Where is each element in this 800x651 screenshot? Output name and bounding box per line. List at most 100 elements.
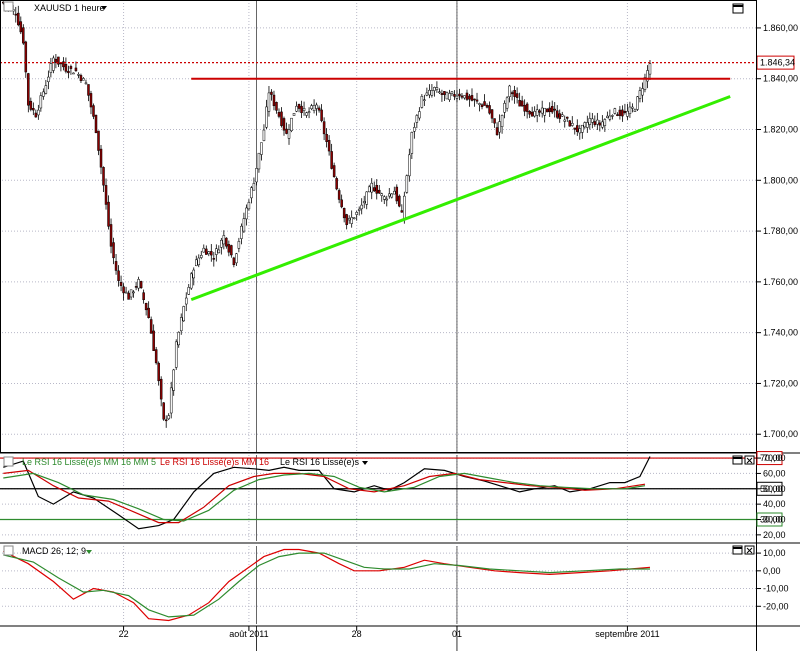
maximize-icon[interactable]	[732, 3, 744, 14]
macd-tick-label: 10,00	[763, 548, 786, 558]
rsi-ma5-line	[3, 472, 646, 522]
dropdown-arrow-icon[interactable]	[101, 6, 107, 10]
candle	[69, 64, 73, 75]
close-icon[interactable]	[744, 545, 755, 555]
candle	[445, 91, 449, 100]
candle	[285, 122, 288, 135]
candle	[450, 91, 454, 97]
candle	[179, 313, 183, 335]
candle	[500, 114, 504, 134]
candle	[310, 103, 313, 111]
candle	[433, 86, 436, 97]
candle	[420, 94, 424, 109]
candle	[563, 115, 566, 128]
candle	[152, 324, 155, 351]
candle	[232, 256, 236, 268]
candle	[19, 16, 23, 35]
candle	[608, 109, 612, 122]
candle	[340, 194, 343, 209]
candle	[250, 186, 253, 204]
candle	[102, 166, 105, 193]
candle	[210, 244, 213, 262]
price-tick-label: 1.780,00	[763, 226, 798, 236]
candle	[142, 289, 145, 304]
time-tick-label: 28	[352, 629, 362, 639]
candle	[252, 177, 256, 191]
rsi-level-label: 70,00	[760, 453, 783, 463]
candle	[107, 195, 110, 230]
price-panel: XAUUSD 1 heure 1.700,001.720,001.740,001…	[0, 0, 798, 452]
candle	[375, 179, 378, 200]
candle	[109, 218, 113, 254]
candle	[24, 40, 28, 78]
price-axis-ticks: 1.700,00 1.720,00 1.740,00 1.760,00 1.780,00…	[756, 23, 798, 439]
candle	[378, 185, 381, 194]
candle	[646, 65, 649, 89]
candle	[588, 112, 592, 130]
candle	[162, 402, 165, 421]
candle	[408, 148, 411, 182]
rsi-legend[interactable]: Le RSI 16 Lissé(e)s MM 16 MM 5 Le RSI 16…	[3, 456, 368, 467]
candle	[182, 305, 185, 322]
candle	[440, 89, 444, 102]
dropdown-arrow-icon[interactable]	[86, 550, 92, 554]
candle	[300, 100, 303, 119]
macd-legend[interactable]: MACD 26; 12; 9	[3, 545, 92, 556]
candle	[618, 106, 622, 120]
price-panel-title[interactable]: XAUUSD 1 heure	[3, 1, 107, 13]
candle	[601, 115, 604, 130]
macd-tick-label: -20,00	[763, 601, 789, 611]
candle	[568, 119, 572, 127]
candle	[39, 92, 43, 112]
candle	[631, 103, 634, 113]
candle	[114, 253, 118, 275]
candle	[14, 6, 18, 23]
candle	[586, 115, 589, 133]
rsi-tick-label: 70,00	[763, 453, 786, 463]
rsi-level-lines: 70,00 50,00 30,00	[0, 451, 783, 527]
candle	[127, 290, 130, 300]
candle	[257, 152, 261, 173]
candle	[215, 244, 218, 262]
rsi-tick-label: 20,00	[763, 530, 786, 540]
candle	[558, 109, 561, 123]
candle	[22, 24, 25, 45]
price-tick-label: 1.760,00	[763, 277, 798, 287]
candle	[468, 93, 471, 107]
macd-axis-ticks: -20,00 -10,00 0,00 10,00	[756, 548, 789, 611]
candle	[398, 194, 401, 208]
candle	[172, 368, 175, 396]
candle	[465, 89, 469, 101]
maximize-icon[interactable]	[732, 545, 743, 555]
candle	[302, 101, 306, 116]
candle	[117, 265, 120, 287]
candle	[641, 82, 644, 103]
candle	[245, 204, 248, 226]
rsi-series	[3, 456, 651, 530]
candle	[367, 184, 371, 193]
candle	[62, 57, 65, 71]
candle	[395, 184, 399, 205]
price-tick-label: 1.720,00	[763, 378, 798, 388]
candle	[174, 339, 178, 370]
candle	[543, 107, 546, 123]
rsi-tick-label: 30,00	[763, 515, 786, 525]
candle	[385, 195, 389, 207]
candle	[518, 92, 521, 107]
candle	[533, 106, 536, 118]
maximize-icon[interactable]	[732, 455, 743, 465]
candle	[360, 198, 363, 215]
candle	[82, 77, 85, 81]
candle	[267, 86, 271, 117]
candle	[235, 252, 238, 267]
candle	[553, 102, 556, 118]
candle	[616, 112, 619, 117]
close-icon[interactable]	[744, 455, 755, 465]
dropdown-arrow-icon[interactable]	[362, 461, 368, 465]
candle	[508, 84, 511, 103]
rsi-level-label: 50,00	[760, 484, 783, 494]
candle	[388, 188, 391, 199]
candle	[483, 94, 486, 106]
candle	[410, 131, 414, 160]
